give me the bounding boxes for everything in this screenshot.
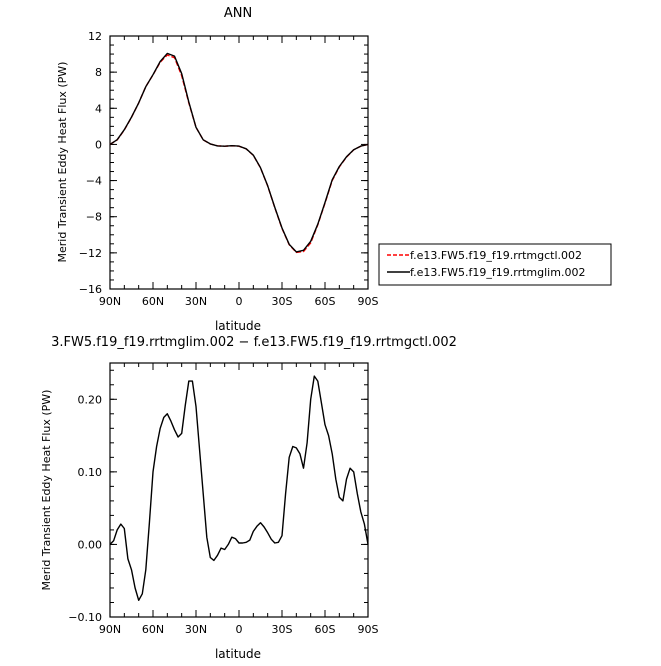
x-tick-label: 90S [358, 295, 379, 308]
x-tick-label: 30S [272, 295, 293, 308]
top-y-axis-label: Merid Transient Eddy Heat Flux (PW) [56, 62, 69, 263]
y-tick-label: −4 [86, 175, 102, 188]
y-tick-label: 0.00 [78, 538, 103, 551]
bottom-y-axis-label: Merid Transient Eddy Heat Flux (PW) [40, 390, 53, 591]
y-tick-label: 0 [95, 138, 102, 151]
difference-line [109, 375, 369, 601]
legend: f.e13.FW5.f19_f19.rrtmgctl.002 f.e13.FW5… [378, 243, 612, 286]
y-tick-label: 8 [95, 66, 102, 79]
y-tick-label: 4 [95, 102, 102, 115]
x-tick-label: 60S [315, 623, 336, 636]
x-tick-label: 90S [358, 623, 379, 636]
y-tick-label: −12 [79, 247, 102, 260]
x-tick-label: 60N [142, 623, 164, 636]
x-tick-label: 0 [236, 623, 243, 636]
legend-label-ctl: f.e13.FW5.f19_f19.rrtmgctl.002 [410, 249, 582, 262]
top-plot-frame [109, 35, 369, 290]
x-tick-label: 60N [142, 295, 164, 308]
bottom-plot-frame [109, 362, 369, 618]
y-tick-label: −8 [86, 211, 102, 224]
x-tick-label: 0 [236, 295, 243, 308]
legend-box [378, 243, 612, 286]
bottom-x-axis-label: latitude [215, 647, 261, 661]
y-tick-label: −0.10 [68, 611, 102, 624]
bottom-panel: 3.FW5.f19_f19.rrtmglim.002 − f.e13.FW5.f… [40, 335, 457, 661]
x-tick-label: 90N [99, 623, 121, 636]
x-tick-label: 30N [185, 623, 207, 636]
x-tick-label: 30S [272, 623, 293, 636]
bottom-title: 3.FW5.f19_f19.rrtmglim.002 − f.e13.FW5.f… [51, 335, 457, 350]
x-tick-label: 90N [99, 295, 121, 308]
x-tick-label: 30N [185, 295, 207, 308]
top-x-axis-label: latitude [215, 319, 261, 333]
top-title: ANN [224, 6, 252, 21]
series-line-lim [109, 52, 369, 253]
y-tick-label: 12 [88, 30, 102, 43]
y-tick-label: 0.20 [78, 393, 103, 406]
x-tick-label: 60S [315, 295, 336, 308]
y-tick-label: −16 [79, 283, 102, 296]
legend-label-lim: f.e13.FW5.f19_f19.rrtmglim.002 [410, 266, 585, 279]
series-line-ctl [109, 54, 369, 254]
y-tick-label: 0.10 [78, 466, 103, 479]
